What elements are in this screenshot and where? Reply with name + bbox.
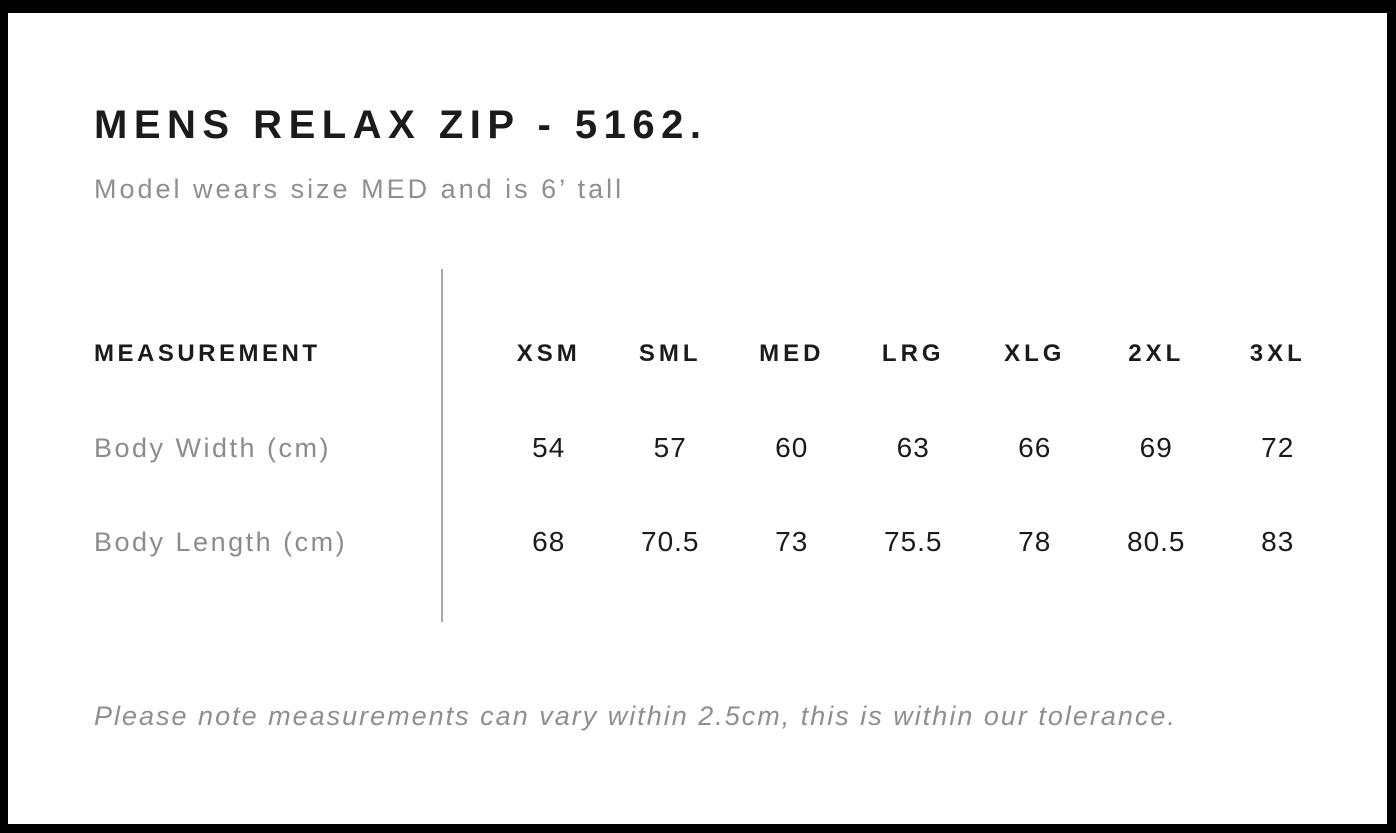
table-vertical-divider [441, 269, 443, 623]
size-column-header-2xl: 2XL [1128, 340, 1185, 368]
body-width-value-3xl: 72 [1261, 432, 1295, 464]
body-length-value-med: 73 [775, 526, 809, 558]
body-length-value-2xl: 80.5 [1127, 526, 1186, 558]
size-column-header-med: MED [759, 340, 825, 368]
body-length-value-xlg: 78 [1018, 526, 1052, 558]
size-column-header-3xl: 3XL [1249, 340, 1306, 368]
table-header-row: MEASUREMENT XSM SML MED LRG XLG 2XL 3XL [94, 307, 1346, 401]
size-column-header-xlg: XLG [1004, 340, 1066, 368]
body-width-value-xsm: 54 [532, 432, 566, 464]
body-width-value-lrg: 63 [896, 432, 930, 464]
body-length-value-sml: 70.5 [641, 526, 700, 558]
body-width-value-xlg: 66 [1018, 432, 1052, 464]
body-length-value-xsm: 68 [532, 526, 566, 558]
table-row-body-length: Body Length (cm) 68 70.5 73 75.5 78 80.5… [94, 495, 1346, 589]
body-length-value-3xl: 83 [1261, 526, 1295, 558]
size-column-header-sml: SML [638, 340, 702, 368]
body-length-value-lrg: 75.5 [884, 526, 943, 558]
model-size-note: Model wears size MED and is 6’ tall [94, 174, 625, 204]
size-column-header-lrg: LRG [881, 340, 945, 368]
table-row-body-width: Body Width (cm) 54 57 60 63 66 69 72 [94, 401, 1346, 495]
size-chart-table: MEASUREMENT XSM SML MED LRG XLG 2XL 3XL … [94, 269, 1346, 623]
size-column-header-xsm: XSM [516, 340, 581, 368]
content-area: MENS RELAX ZIP - 5162. Model wears size … [8, 103, 1387, 733]
row-label-body-width: Body Width (cm) [94, 432, 332, 463]
size-guide-page: MENS RELAX ZIP - 5162. Model wears size … [8, 13, 1387, 824]
body-width-value-2xl: 69 [1139, 432, 1173, 464]
page-title: MENS RELAX ZIP - 5162. [94, 103, 708, 147]
row-label-body-length: Body Length (cm) [94, 526, 348, 557]
measurement-column-header: MEASUREMENT [94, 340, 321, 368]
body-width-value-sml: 57 [653, 432, 687, 464]
body-width-value-med: 60 [775, 432, 809, 464]
tolerance-note: Please note measurements can vary within… [94, 701, 1177, 732]
